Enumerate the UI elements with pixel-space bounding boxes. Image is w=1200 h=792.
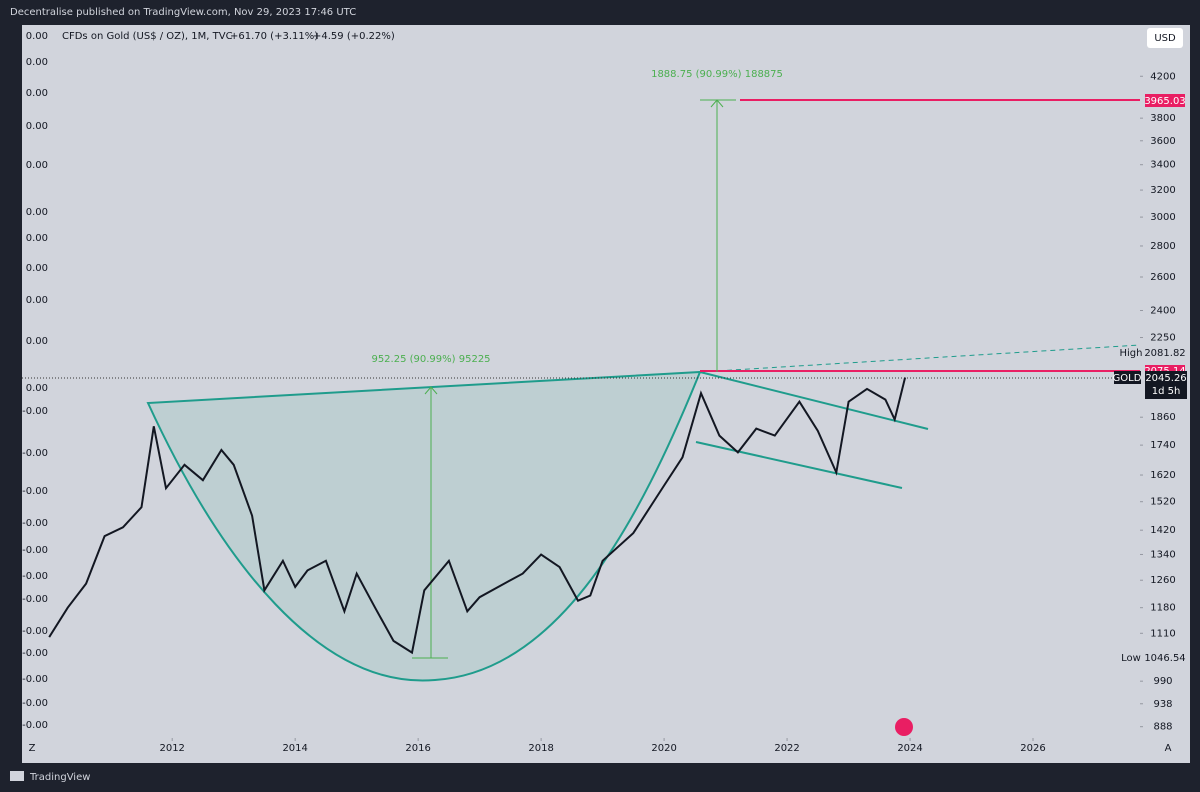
left-scale-label: -0.00 <box>22 448 48 459</box>
y-tick-label: 3600 <box>1150 136 1175 147</box>
left-scale-label: -0.00 <box>22 674 48 685</box>
y-tick-label: 1520 <box>1150 497 1175 508</box>
brand: TradingView <box>29 772 90 783</box>
left-scale-label: -0.00 <box>22 720 48 731</box>
left-scale-label: 0.00 <box>26 31 48 42</box>
symbol-tag-box <box>1114 371 1141 384</box>
left-scale-label: -0.00 <box>22 594 48 605</box>
left-scale-label: 0.00 <box>26 383 48 394</box>
left-scale-label: 0.00 <box>26 295 48 306</box>
cup-pattern <box>146 370 702 682</box>
x-tick-label: 2022 <box>774 743 799 754</box>
last-price: 2045.26 <box>1145 373 1186 384</box>
channel-upper <box>699 371 929 430</box>
y-tick-label: 1180 <box>1150 603 1175 614</box>
left-scale-label: -0.00 <box>22 698 48 709</box>
trend-extension <box>699 344 1141 373</box>
x-tick-label: 2018 <box>528 743 553 754</box>
y-tick-label: 990 <box>1153 676 1172 687</box>
left-scale-label: -0.00 <box>22 518 48 529</box>
y-tick-label: 2600 <box>1150 272 1175 283</box>
left-scale-label: 0.00 <box>26 160 48 171</box>
channel-lower <box>695 441 903 489</box>
published-line: Decentralise published on TradingView.co… <box>10 7 356 18</box>
target-label: 1888.75 (90.99%) 188875 <box>651 69 783 80</box>
y-tick-label: 1620 <box>1150 470 1175 481</box>
y-tick-label: 2400 <box>1150 306 1175 317</box>
currency[interactable]: USD <box>1154 33 1176 44</box>
left-scale-label: -0.00 <box>22 545 48 556</box>
low-value: 1046.54 <box>1144 653 1185 664</box>
y-tick-label: 1740 <box>1150 440 1175 451</box>
change-last: +4.59 (+0.22%) <box>313 31 395 42</box>
high-label: High <box>1120 348 1143 359</box>
x-tick-label: 2014 <box>282 743 307 754</box>
y-tick-label: 3200 <box>1150 185 1175 196</box>
last-price-box <box>1145 371 1187 399</box>
y-tick-label: 938 <box>1153 699 1172 710</box>
corner-left: Z <box>29 743 36 754</box>
price-line-series <box>48 377 907 655</box>
y-tick-label: 3400 <box>1150 160 1175 171</box>
y-tick-label: 1110 <box>1150 628 1175 639</box>
currency-box[interactable] <box>1147 28 1183 48</box>
left-scale-label: 0.00 <box>26 233 48 244</box>
x-tick-label: 2026 <box>1020 743 1045 754</box>
symbol: CFDs on Gold (US$ / OZ), 1M, TVC <box>62 31 233 42</box>
y-tick-label: 3000 <box>1150 212 1175 223</box>
left-scale-label: 0.00 <box>26 336 48 347</box>
y-tick-label: 1860 <box>1150 412 1175 423</box>
left-scale-label: 0.00 <box>26 88 48 99</box>
left-scale-label: 0.00 <box>26 121 48 132</box>
depth-arrowhead <box>424 386 438 395</box>
symbol-tag: GOLD <box>1113 373 1142 384</box>
y-tick-label: 2800 <box>1150 241 1175 252</box>
brand-logo <box>10 771 24 781</box>
depth-label: 952.25 (90.99%) 95225 <box>371 354 490 365</box>
left-scale-label: -0.00 <box>22 571 48 582</box>
left-scale-label: -0.00 <box>22 406 48 417</box>
x-tick-label: 2024 <box>897 743 922 754</box>
y-tick-label: 888 <box>1153 722 1172 733</box>
left-scale-label: -0.00 <box>22 648 48 659</box>
y-tick-label: 4200 <box>1150 71 1175 82</box>
left-scale-label: 0.00 <box>26 263 48 274</box>
x-tick-label: 2016 <box>405 743 430 754</box>
alert-icon[interactable] <box>895 718 913 736</box>
change-day: +61.70 (+3.11%) <box>230 31 318 42</box>
y-tick-label: 1420 <box>1150 525 1175 536</box>
left-scale-label: 0.00 <box>26 207 48 218</box>
left-scale-label: -0.00 <box>22 626 48 637</box>
y-tick-label: 3800 <box>1150 113 1175 124</box>
target-tag <box>1145 94 1185 107</box>
y-tick-label: 1260 <box>1150 575 1175 586</box>
y-tick-label: 1340 <box>1150 549 1175 560</box>
x-tick-label: 2012 <box>159 743 184 754</box>
high-value: 2081.82 <box>1144 348 1185 359</box>
countdown: 1d 5h <box>1152 386 1181 397</box>
corner-right: A <box>1165 743 1172 754</box>
low-label: Low <box>1121 653 1141 664</box>
left-scale-label: -0.00 <box>22 486 48 497</box>
target-price: 3965.03 <box>1144 96 1185 107</box>
left-scale-label: 0.00 <box>26 57 48 68</box>
x-tick-label: 2020 <box>651 743 676 754</box>
y-tick-label: 2250 <box>1150 333 1175 344</box>
